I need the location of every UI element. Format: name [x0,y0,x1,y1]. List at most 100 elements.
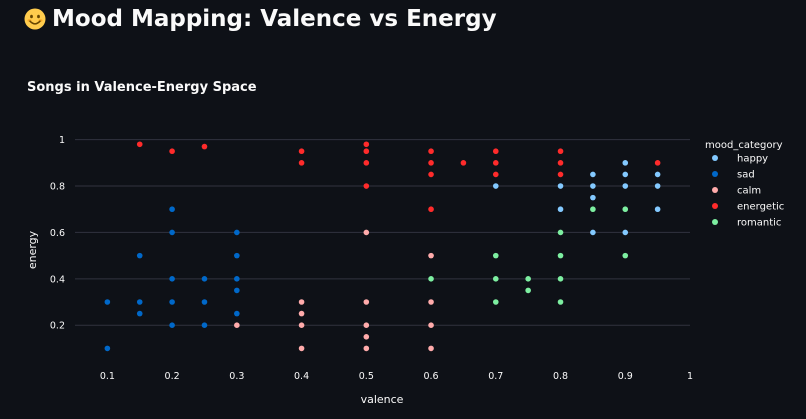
data-point-happy[interactable] [492,183,499,189]
data-point-calm[interactable] [363,334,370,340]
legend-title: mood_category [705,140,783,151]
data-point-energetic[interactable] [460,160,467,166]
data-point-sad[interactable] [169,299,175,305]
data-point-energetic[interactable] [492,171,499,178]
data-point-energetic[interactable] [363,148,370,155]
data-point-happy[interactable] [622,160,629,166]
legend-item-happy[interactable]: happy [712,154,768,165]
data-point-calm[interactable] [298,345,305,352]
data-point-energetic[interactable] [428,160,434,166]
data-point-calm[interactable] [428,252,434,259]
x-tick-label: 0.4 [294,371,309,382]
data-point-sad[interactable] [104,299,111,305]
legend-item-romantic[interactable]: romantic [712,218,781,229]
data-point-energetic[interactable] [363,141,370,148]
data-point-romantic[interactable] [492,276,499,282]
data-point-sad[interactable] [234,310,240,317]
data-point-romantic[interactable] [492,299,499,305]
chart-title: Songs in Valence-Energy Space [27,80,257,95]
data-point-energetic[interactable] [136,141,143,148]
data-point-sad[interactable] [136,310,143,317]
data-point-energetic[interactable] [169,148,175,155]
data-point-sad[interactable] [136,299,143,305]
data-point-romantic[interactable] [492,252,499,259]
data-point-happy[interactable] [622,183,629,189]
smiling-face-emoji-icon [24,8,46,30]
legend-label: romantic [737,218,781,229]
data-point-romantic[interactable] [525,287,531,294]
data-point-energetic[interactable] [557,148,564,155]
data-point-calm[interactable] [298,322,305,329]
data-point-energetic[interactable] [363,160,370,166]
legend-item-calm[interactable]: calm [712,186,761,197]
data-point-energetic[interactable] [363,183,370,189]
data-point-calm[interactable] [298,299,305,305]
data-point-energetic[interactable] [428,206,434,213]
data-point-energetic[interactable] [492,160,499,166]
data-point-sad[interactable] [169,206,175,213]
data-point-energetic[interactable] [298,160,305,166]
legend-label: calm [737,186,761,197]
data-point-romantic[interactable] [590,206,596,213]
data-point-happy[interactable] [654,171,661,178]
x-tick-label: 0.9 [618,371,633,382]
data-point-romantic[interactable] [557,229,564,236]
data-point-sad[interactable] [169,276,175,282]
data-point-calm[interactable] [428,322,434,329]
data-point-calm[interactable] [363,322,370,329]
data-point-romantic[interactable] [428,276,434,282]
data-point-happy[interactable] [590,229,596,236]
data-point-energetic[interactable] [428,171,434,178]
data-point-happy[interactable] [590,183,596,189]
legend-item-sad[interactable]: sad [712,170,755,181]
data-point-romantic[interactable] [557,299,564,305]
data-point-sad[interactable] [234,229,240,236]
x-tick-label: 1 [687,371,693,382]
data-point-happy[interactable] [557,183,564,189]
data-point-happy[interactable] [622,229,629,236]
data-point-sad[interactable] [169,229,175,236]
data-point-sad[interactable] [201,322,208,329]
y-tick-label: 1 [59,135,65,146]
data-point-sad[interactable] [234,252,240,259]
data-point-calm[interactable] [428,299,434,305]
data-point-energetic[interactable] [557,171,564,178]
data-point-sad[interactable] [169,322,175,329]
data-point-energetic[interactable] [201,143,208,150]
data-point-romantic[interactable] [557,276,564,282]
data-point-happy[interactable] [654,183,661,189]
data-point-calm[interactable] [363,229,370,236]
legend-item-energetic[interactable]: energetic [712,202,784,213]
data-point-happy[interactable] [654,206,661,213]
data-point-energetic[interactable] [428,148,434,155]
data-point-calm[interactable] [234,322,240,329]
data-point-calm[interactable] [298,310,305,317]
data-point-romantic[interactable] [622,206,629,213]
data-point-happy[interactable] [590,194,596,201]
data-point-romantic[interactable] [622,252,629,259]
data-point-sad[interactable] [234,276,240,282]
data-point-romantic[interactable] [525,276,531,282]
data-point-energetic[interactable] [492,148,499,155]
scatter-chart-container: Songs in Valence-Energy Space 0.2 0.4 0.6 0… [0,70,806,419]
data-point-sad[interactable] [201,276,208,282]
data-point-sad[interactable] [104,345,111,352]
data-point-happy[interactable] [590,171,596,178]
x-tick-label: 0.8 [553,371,568,382]
data-point-sad[interactable] [234,287,240,294]
data-point-sad[interactable] [136,252,143,259]
data-point-happy[interactable] [622,171,629,178]
data-point-energetic[interactable] [557,160,564,166]
data-point-calm[interactable] [363,299,370,305]
data-point-happy[interactable] [557,206,564,213]
legend-marker [712,219,718,225]
data-point-energetic[interactable] [654,160,661,166]
data-point-sad[interactable] [201,299,208,305]
legend-label: sad [737,170,755,181]
x-axis-title: valence [361,393,404,406]
data-point-calm[interactable] [428,345,434,352]
data-point-calm[interactable] [363,345,370,352]
data-point-energetic[interactable] [298,148,305,155]
data-point-romantic[interactable] [557,252,564,259]
